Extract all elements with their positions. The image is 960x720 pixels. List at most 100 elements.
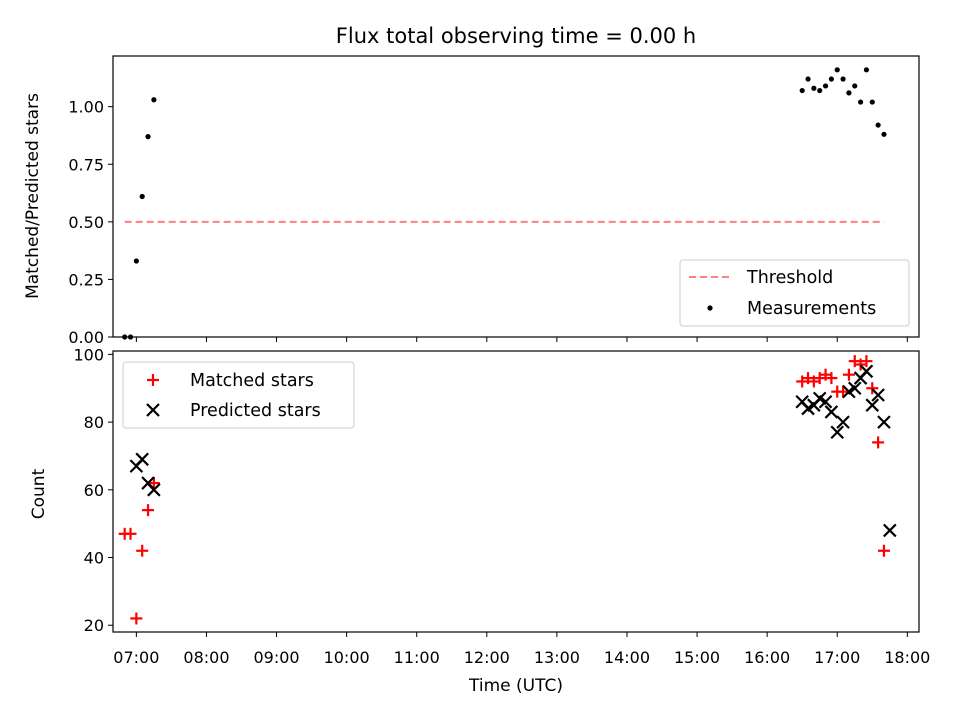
data-point (863, 67, 870, 73)
data-point (836, 415, 850, 429)
data-point (145, 134, 151, 140)
y-tick-label: 60 (84, 481, 104, 500)
y-tick-label: 1.00 (68, 98, 104, 117)
legend-predicted-swatch (146, 403, 160, 417)
data-point (828, 76, 834, 82)
data-point (869, 99, 875, 105)
legend-box (122, 361, 355, 429)
data-point-b (812, 391, 827, 406)
data-point (877, 544, 890, 557)
plot-frame (112, 55, 920, 338)
data-point-b (847, 381, 862, 396)
legend-label: Predicted stars (190, 401, 321, 421)
data-point (840, 76, 846, 82)
data-point (136, 544, 149, 557)
y-tick-label: 0.50 (68, 213, 104, 232)
data-point-b (830, 425, 845, 440)
data-point (837, 385, 850, 398)
legend-measurements-swatch (707, 305, 713, 311)
data-point-b (824, 405, 839, 419)
x-tick-label: 11:00 (394, 648, 440, 667)
data-point (866, 382, 879, 395)
data-point (860, 355, 873, 368)
data-point-b (135, 452, 149, 467)
legend-label: Measurements (747, 299, 876, 319)
data-point (834, 67, 840, 73)
data-point (824, 405, 839, 419)
y-tick-label: 0.25 (68, 270, 104, 289)
x-tick-label: 07:00 (113, 648, 159, 667)
data-point (825, 372, 838, 385)
data-point (805, 76, 811, 82)
x-tick-label: 13:00 (534, 648, 580, 667)
data-point (817, 87, 823, 94)
data-point-b (141, 476, 155, 490)
data-point-b (836, 415, 850, 429)
x-axis-label: Time (UTC) (468, 676, 563, 696)
x-tick-label: 17:00 (814, 648, 860, 667)
data-point (859, 364, 874, 379)
data-point (130, 612, 143, 625)
data-point (883, 523, 897, 538)
data-point-b (877, 415, 891, 429)
data-point (135, 452, 149, 467)
data-point-b (871, 388, 885, 402)
plot-frame (112, 350, 920, 633)
data-point (133, 258, 139, 264)
data-point (847, 381, 862, 396)
y-tick-label: 80 (84, 413, 104, 432)
data-point (852, 83, 858, 89)
data-point-b (859, 364, 874, 379)
legend-label: Matched stars (190, 371, 314, 391)
bottom-panel: Count 20 40 60 80 100 07:00 08:00 09:00 10:00 11:… (29, 345, 930, 667)
legend-matched-swatch (147, 374, 159, 386)
x-tick-label: 14:00 (604, 648, 650, 667)
data-point (147, 483, 161, 497)
data-point (142, 504, 155, 517)
data-point (857, 99, 864, 105)
data-point (830, 425, 845, 440)
data-point (124, 527, 137, 540)
data-point (872, 436, 885, 449)
data-point (881, 131, 887, 137)
legend-box (679, 259, 910, 327)
top-panel: Matched/Predicted stars 0.00 0.25 0.50 0.75… (23, 55, 920, 347)
data-point (799, 87, 805, 94)
data-point (811, 85, 817, 91)
data-point-b (883, 523, 897, 538)
x-tick-label: 15:00 (674, 648, 720, 667)
x-tick-label: 18:00 (884, 648, 930, 667)
y-tick-label: 40 (84, 549, 104, 568)
y-tick-label: 20 (84, 616, 104, 635)
y-tick-label: 100 (73, 345, 104, 364)
legend-predicted-swatch-b (146, 403, 160, 417)
data-point (871, 388, 885, 402)
data-point (818, 395, 833, 409)
data-point-b (865, 398, 880, 412)
top-panel-ylabel: Matched/Predicted stars (23, 93, 43, 299)
x-tick-label: 16:00 (744, 648, 790, 667)
legend-label: Threshold (746, 268, 833, 288)
data-point (122, 334, 128, 340)
data-point (877, 415, 891, 429)
x-tick-label: 12:00 (464, 648, 510, 667)
x-tick-label: 10:00 (324, 648, 370, 667)
bottom-panel-ylabel: Count (29, 468, 49, 519)
data-point (846, 90, 852, 96)
data-point-b (795, 395, 809, 409)
data-point (151, 97, 157, 103)
y-tick-label: 0.00 (68, 328, 104, 347)
y-tick-label: 0.75 (68, 155, 104, 174)
data-point-b (818, 395, 833, 409)
data-point (865, 398, 880, 412)
data-point (147, 477, 160, 490)
x-tick-label: 08:00 (183, 648, 229, 667)
data-point (842, 368, 855, 381)
data-point-b (147, 483, 161, 497)
chart-title: Flux total observing time = 0.00 h (336, 24, 696, 48)
data-point (139, 193, 145, 200)
data-point (127, 334, 134, 340)
data-point (822, 83, 829, 89)
data-point (875, 122, 881, 128)
